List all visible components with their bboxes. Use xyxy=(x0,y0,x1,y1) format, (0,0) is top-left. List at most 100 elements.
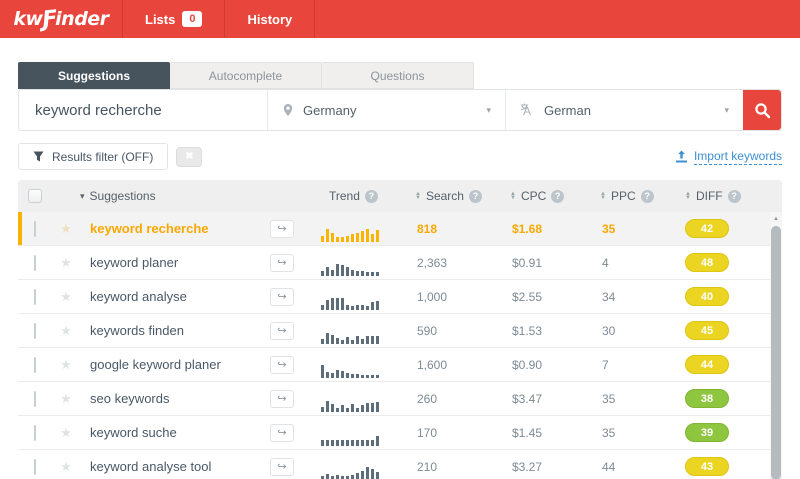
header-suggestions[interactable]: ▾ Suggestions xyxy=(80,189,270,203)
header-search[interactable]: ▲ ▼ Search ? xyxy=(415,189,510,203)
trend-bar xyxy=(376,374,379,378)
clear-filter-button[interactable]: ✖ xyxy=(176,146,203,167)
trend-bar xyxy=(356,373,359,378)
tab-questions[interactable]: Questions xyxy=(322,62,474,89)
trend-bar xyxy=(341,264,344,276)
table-scrollbar[interactable]: ▲ xyxy=(770,212,782,479)
trend-bar xyxy=(346,266,349,276)
star-icon[interactable]: ★ xyxy=(60,356,72,372)
row-checkbox[interactable] xyxy=(34,390,36,407)
keyword-label[interactable]: keywords finden xyxy=(90,323,184,338)
trend-bar xyxy=(326,266,329,276)
help-icon[interactable]: ? xyxy=(727,189,741,203)
row-checkbox-cell xyxy=(34,424,36,441)
table-row[interactable]: ★ keyword analyse tool ↪ 210 $3.27 44 43 xyxy=(18,450,782,479)
search-icon xyxy=(754,102,771,119)
nav-item-lists[interactable]: Lists 0 xyxy=(123,0,226,38)
trend-bar xyxy=(351,269,354,276)
star-icon[interactable]: ★ xyxy=(60,288,72,304)
diff-badge[interactable]: 38 xyxy=(685,389,729,408)
table-row[interactable]: ★ keyword analyse ↪ 1,000 $2.55 34 40 xyxy=(18,280,782,314)
row-checkbox[interactable] xyxy=(34,356,36,373)
cpc-value: $2.55 xyxy=(512,289,543,304)
header-cpc[interactable]: ▲ ▼ CPC ? xyxy=(510,189,600,203)
table-row[interactable]: ★ keyword suche ↪ 170 $1.45 35 39 xyxy=(18,416,782,450)
tab-suggestions[interactable]: Suggestions xyxy=(18,62,170,89)
location-select[interactable]: Germany ▾ xyxy=(268,90,505,130)
diff-badge[interactable]: 43 xyxy=(685,457,729,476)
tab-autocomplete[interactable]: Autocomplete xyxy=(170,62,322,89)
trend-bar xyxy=(331,439,334,446)
keyword-label[interactable]: keyword recherche xyxy=(90,221,209,236)
select-all-checkbox[interactable] xyxy=(28,189,42,203)
header-diff[interactable]: ▲ ▼ DIFF ? xyxy=(685,189,782,203)
trend-bar xyxy=(331,232,334,242)
scroll-up-arrow[interactable]: ▲ xyxy=(773,215,779,222)
diff-badge[interactable]: 40 xyxy=(685,287,729,306)
keyword-label[interactable]: keyword planer xyxy=(90,255,179,270)
diff-badge[interactable]: 45 xyxy=(685,321,729,340)
trend-bar xyxy=(326,473,329,479)
keyword-label[interactable]: keyword analyse xyxy=(90,289,187,304)
diff-badge[interactable]: 39 xyxy=(685,423,729,442)
row-checkbox[interactable] xyxy=(34,254,36,271)
search-button[interactable] xyxy=(743,90,781,130)
scrollbar-thumb[interactable] xyxy=(771,226,781,479)
diff-badge[interactable]: 42 xyxy=(685,219,729,238)
star-icon[interactable]: ★ xyxy=(60,390,72,406)
help-icon[interactable]: ? xyxy=(551,189,565,203)
funnel-icon xyxy=(33,151,44,162)
open-keyword-button[interactable]: ↪ xyxy=(270,321,294,340)
trend-bar xyxy=(351,233,354,242)
trend-bar xyxy=(336,407,339,412)
import-keywords-link[interactable]: Import keywords xyxy=(675,149,782,165)
trend-bar xyxy=(341,339,344,344)
help-icon[interactable]: ? xyxy=(468,189,482,203)
row-checkbox[interactable] xyxy=(34,322,36,339)
diff-badge[interactable]: 48 xyxy=(685,253,729,272)
nav-item-history[interactable]: History xyxy=(225,0,316,38)
language-select[interactable]: A German ▾ xyxy=(506,90,743,130)
open-keyword-button[interactable]: ↪ xyxy=(270,253,294,272)
table-row[interactable]: ★ google keyword planer ↪ 1,600 $0.90 7 … xyxy=(18,348,782,382)
row-checkbox[interactable] xyxy=(34,458,36,475)
open-keyword-button[interactable]: ↪ xyxy=(270,423,294,442)
open-keyword-button[interactable]: ↪ xyxy=(270,287,294,306)
trend-bar xyxy=(356,304,359,310)
open-keyword-button[interactable]: ↪ xyxy=(270,219,294,238)
table-row[interactable]: ★ keyword planer ↪ 2,363 $0.91 4 48 xyxy=(18,246,782,280)
star-icon[interactable]: ★ xyxy=(60,424,72,440)
help-icon[interactable]: ? xyxy=(640,189,654,203)
sort-desc-icon: ▾ xyxy=(80,190,85,201)
diff-badge[interactable]: 44 xyxy=(685,355,729,374)
star-icon[interactable]: ★ xyxy=(60,458,72,474)
open-keyword-button[interactable]: ↪ xyxy=(270,457,294,476)
keyword-input[interactable] xyxy=(19,90,267,130)
row-checkbox-cell xyxy=(34,322,36,339)
keyword-label[interactable]: keyword suche xyxy=(90,425,177,440)
table-row[interactable]: ★ seo keywords ↪ 260 $3.47 35 38 xyxy=(18,382,782,416)
keyword-label[interactable]: google keyword planer xyxy=(90,357,221,372)
results-filter-button[interactable]: Results filter (OFF) xyxy=(18,143,169,170)
open-keyword-button[interactable]: ↪ xyxy=(270,355,294,374)
star-icon[interactable]: ★ xyxy=(60,322,72,338)
trend-bar xyxy=(321,338,324,344)
logo-text-kw: kw xyxy=(13,8,43,30)
keyword-label[interactable]: seo keywords xyxy=(90,391,170,406)
trend-sparkline xyxy=(315,258,415,276)
open-keyword-button[interactable]: ↪ xyxy=(270,389,294,408)
star-icon[interactable]: ★ xyxy=(60,220,72,236)
keyword-label[interactable]: keyword analyse tool xyxy=(90,459,212,474)
table-row[interactable]: ★ keywords finden ↪ 590 $1.53 30 45 xyxy=(18,314,782,348)
row-checkbox[interactable] xyxy=(34,424,36,441)
row-checkbox[interactable] xyxy=(34,288,36,305)
table-row[interactable]: ★ keyword recherche ↪ 818 $1.68 35 42 xyxy=(18,212,782,246)
header-ppc[interactable]: ▲ ▼ PPC ? xyxy=(600,189,685,203)
row-checkbox[interactable] xyxy=(34,220,36,237)
help-icon[interactable]: ? xyxy=(364,189,378,203)
trend-bar xyxy=(331,334,334,344)
star-icon[interactable]: ★ xyxy=(60,254,72,270)
close-icon: ✖ xyxy=(185,151,194,162)
cpc-value: $0.91 xyxy=(512,255,543,270)
